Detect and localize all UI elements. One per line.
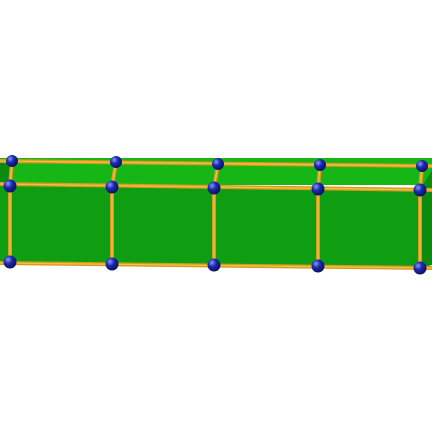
vertex-bottom-3 — [207, 258, 221, 272]
front-face-cell-3 — [214, 188, 318, 266]
vertex-front-top-1 — [3, 179, 17, 193]
vertex-front-top-4 — [311, 182, 325, 196]
vertex-back-1 — [6, 155, 18, 167]
vertex-bottom-2 — [105, 257, 119, 271]
left-end-face — [0, 160, 10, 184]
vertex-back-5 — [416, 160, 428, 172]
vertex-front-top-5 — [413, 183, 427, 197]
front-face-cell-4 — [318, 189, 420, 268]
vertex-back-3 — [212, 158, 224, 170]
vertex-front-top-3 — [207, 181, 221, 195]
vertex-back-4 — [314, 159, 326, 171]
front-face-cell-2 — [112, 186, 214, 265]
vertex-bottom-1 — [3, 255, 17, 269]
front-face-cell-1 — [0, 184, 112, 264]
vertex-back-2 — [110, 156, 122, 168]
vertex-balls — [3, 155, 428, 275]
vertex-front-top-2 — [105, 180, 119, 194]
vertex-bottom-5 — [413, 261, 427, 275]
vertex-bottom-4 — [311, 259, 325, 273]
